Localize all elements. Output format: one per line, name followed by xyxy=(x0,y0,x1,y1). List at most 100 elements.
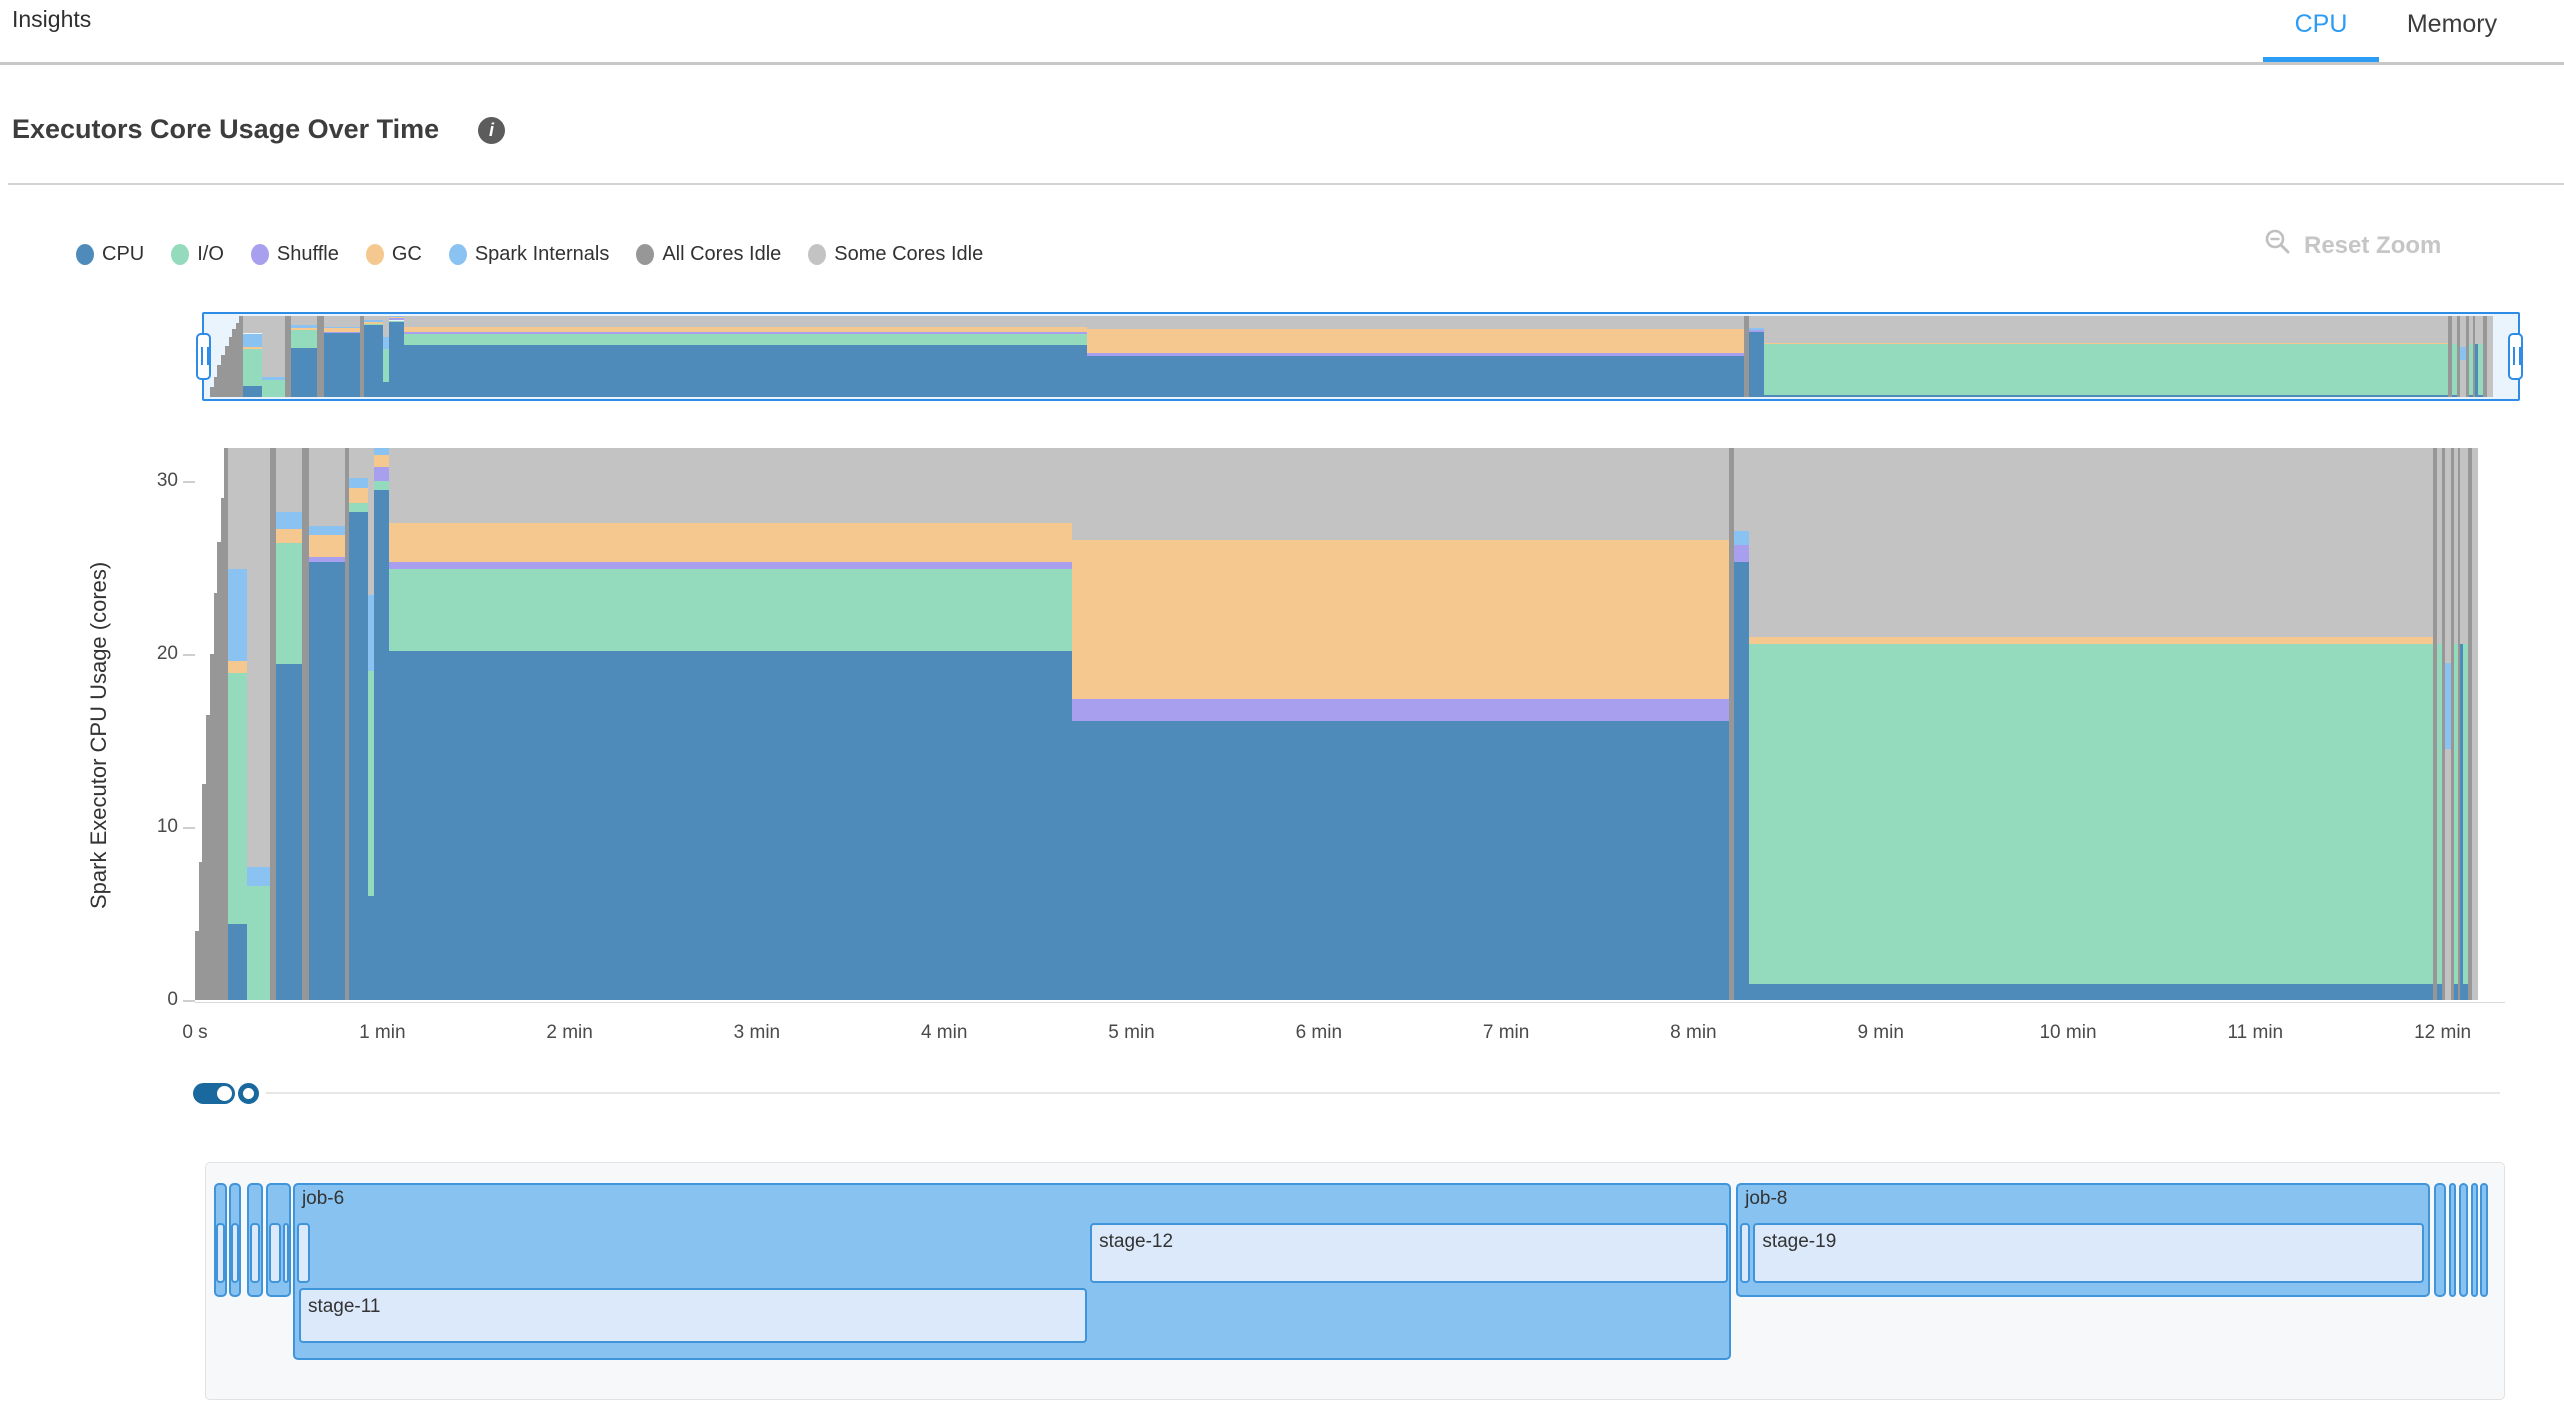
info-icon[interactable]: i xyxy=(478,117,505,144)
area-band-all_idle xyxy=(2433,448,2437,1000)
job-bar[interactable] xyxy=(2480,1183,2488,1297)
legend-dot-gc xyxy=(365,244,384,265)
stage-bar-stage-11[interactable] xyxy=(298,1288,1088,1343)
area-band-some_idle xyxy=(2471,448,2479,1000)
area-band-cpu xyxy=(363,325,384,397)
timeline-radio-circle[interactable] xyxy=(238,1083,259,1104)
x-tick-label: 12 min xyxy=(2414,1022,2472,1043)
toggle-knob xyxy=(217,1086,232,1101)
area-band-some_idle xyxy=(1733,448,1749,532)
stage-label: stage-11 xyxy=(307,1296,381,1317)
legend-dot-all_idle xyxy=(636,244,655,265)
x-axis-line xyxy=(195,1002,2505,1003)
tab-cpu[interactable]: CPU xyxy=(2294,10,2348,38)
area-band-cpu xyxy=(2463,983,2468,1000)
legend-item-gc[interactable]: GC xyxy=(365,243,422,266)
tab-memory[interactable]: Memory xyxy=(2406,10,2498,38)
legend-label: I/O xyxy=(197,243,224,265)
stage-bar[interactable] xyxy=(231,1223,240,1283)
area-band-all_idle xyxy=(2467,448,2472,1000)
area-band-cpu xyxy=(242,385,262,397)
x-tick-label: 11 min xyxy=(2227,1022,2284,1043)
stage-bar[interactable] xyxy=(215,1223,225,1283)
area-band-shuffle xyxy=(324,331,360,333)
x-tick-label: 8 min xyxy=(1670,1022,1717,1043)
job-bar[interactable] xyxy=(2434,1183,2447,1297)
legend-item-shuffle[interactable]: Shuffle xyxy=(250,243,339,266)
area-band-gc xyxy=(1748,636,2434,644)
stage-bar[interactable] xyxy=(269,1223,281,1283)
section-title: Executors Core Usage Over Time xyxy=(12,114,440,144)
zoom-out-icon xyxy=(2264,228,2292,263)
legend-item-all_idle[interactable]: All Cores Idle xyxy=(636,243,781,266)
area-band-cpu xyxy=(368,896,374,1000)
area-band-shuffle xyxy=(309,557,345,563)
area-band-some_idle xyxy=(2451,315,2457,345)
area-band-all_idle xyxy=(2457,448,2461,1000)
area-band-all_idle xyxy=(359,315,364,397)
stage-bar[interactable] xyxy=(283,1223,290,1283)
minimap-right-handle[interactable] xyxy=(2508,333,2523,380)
area-band-all_idle xyxy=(269,448,276,1000)
legend-item-io[interactable]: I/O xyxy=(171,243,224,266)
area-band-all_idle xyxy=(210,386,214,397)
area-band-gc xyxy=(275,529,302,544)
legend-dot-shuffle xyxy=(250,244,269,265)
legend-item-cpu[interactable]: CPU xyxy=(76,243,144,266)
area-band-gc xyxy=(1086,329,1744,353)
page-title: Insights xyxy=(12,6,92,32)
legend-item-some_idle[interactable]: Some Cores Idle xyxy=(808,243,983,266)
area-band-all_idle xyxy=(301,448,310,1000)
area-band-some_idle xyxy=(242,315,262,334)
area-band-some_idle xyxy=(290,315,317,326)
area-band-gc xyxy=(388,316,404,319)
x-tick-label: 3 min xyxy=(733,1022,781,1043)
legend-label: CPU xyxy=(102,243,145,265)
area-band-cpu xyxy=(1748,983,2434,1000)
x-tick-label: 7 min xyxy=(1482,1022,1530,1043)
area-band-cpu xyxy=(2468,394,2473,397)
area-band-cpu xyxy=(309,562,345,1000)
area-band-gc xyxy=(363,321,384,324)
timeline-rule xyxy=(266,1092,2500,1094)
timeline-toggle-switch[interactable] xyxy=(193,1083,235,1104)
area-band-all_idle xyxy=(2456,315,2461,397)
area-band-all_idle xyxy=(2472,315,2476,397)
area-band-cpu xyxy=(388,650,1072,1000)
job-bar[interactable] xyxy=(2471,1183,2479,1297)
area-band-some_idle xyxy=(2460,360,2467,397)
stage-bar[interactable] xyxy=(1739,1223,1750,1283)
chart-legend: CPU I/O Shuffle GC Spark Internals All Cores … xyxy=(76,243,983,266)
stage-bar[interactable] xyxy=(297,1223,311,1283)
job-bar[interactable] xyxy=(2448,1183,2457,1297)
stage-bar[interactable] xyxy=(250,1223,261,1283)
reset-zoom-button[interactable]: Reset Zoom xyxy=(2264,228,2441,263)
area-band-some_idle xyxy=(1086,315,1744,330)
area-band-some_idle xyxy=(275,448,302,513)
y-tick-mark xyxy=(183,481,195,483)
area-band-some_idle xyxy=(1748,315,1764,328)
legend-label: Spark Internals xyxy=(474,243,610,265)
area-band-all_idle xyxy=(2441,448,2446,1000)
area-band-all_idle xyxy=(221,354,225,397)
x-tick-label: 0 s xyxy=(182,1022,208,1043)
legend-item-internals[interactable]: Spark Internals xyxy=(448,243,610,266)
job-bar[interactable] xyxy=(2459,1183,2469,1297)
area-band-cpu xyxy=(2451,394,2457,397)
area-band-internals xyxy=(388,315,404,317)
legend-dot-some_idle xyxy=(808,244,827,265)
minimap-left-handle[interactable] xyxy=(196,333,211,380)
area-band-all_idle xyxy=(209,654,214,1000)
area-band-all_idle xyxy=(344,448,349,1000)
area-band-shuffle xyxy=(403,332,1087,334)
area-band-all_idle xyxy=(1743,315,1749,397)
stage-bar-stage-19[interactable] xyxy=(1753,1223,2424,1283)
area-band-all_idle xyxy=(213,593,218,1000)
stage-bar-stage-12[interactable] xyxy=(1090,1223,1729,1283)
area-band-internals xyxy=(1748,327,1764,330)
area-band-all_idle xyxy=(217,365,222,397)
area-band-io xyxy=(2463,643,2468,984)
y-tick-mark xyxy=(183,654,195,656)
area-band-internals xyxy=(290,325,317,328)
area-band-all_idle xyxy=(213,376,218,397)
